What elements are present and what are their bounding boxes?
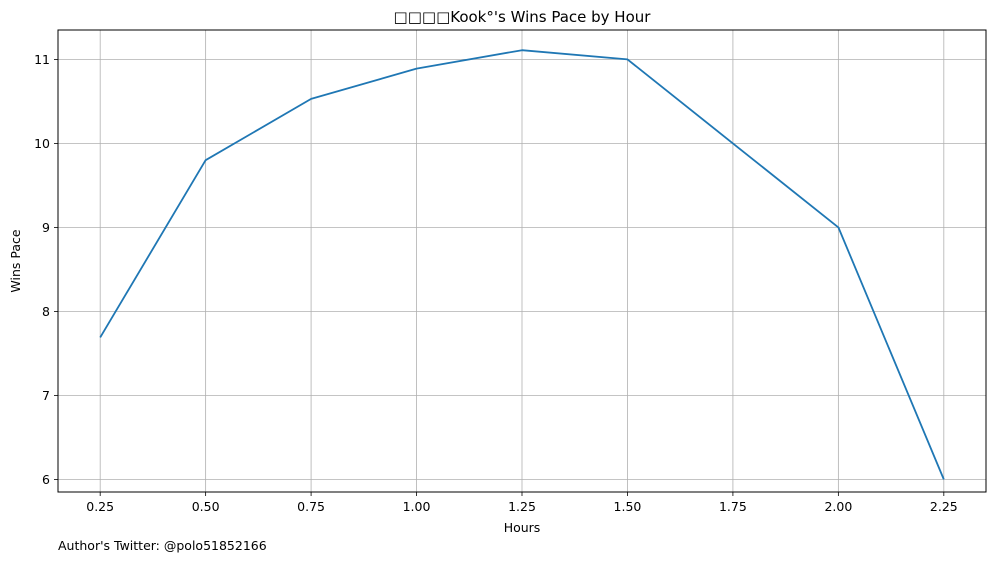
y-tick-label: 11 <box>34 52 50 67</box>
y-tick-label: 9 <box>42 220 50 235</box>
y-axis-ticks: 6 7 8 9 10 11 <box>34 52 58 487</box>
y-tick-label: 8 <box>42 304 50 319</box>
x-tick-label: 1.25 <box>508 499 536 514</box>
y-tick-label: 10 <box>34 136 50 151</box>
grid-lines <box>58 30 986 492</box>
y-tick-label: 7 <box>42 388 50 403</box>
x-tick-label: 1.50 <box>614 499 642 514</box>
series-line <box>99 49 945 480</box>
x-tick-label: 0.75 <box>297 499 325 514</box>
x-axis-label: Hours <box>504 520 541 535</box>
x-axis-ticks: 0.25 0.50 0.75 1.00 1.25 1.50 1.75 2.00 2.25 <box>86 492 958 514</box>
y-axis-label: Wins Pace <box>8 229 23 292</box>
x-tick-label: 0.25 <box>86 499 114 514</box>
x-tick-label: 0.50 <box>192 499 220 514</box>
y-tick-label: 6 <box>42 472 50 487</box>
x-tick-label: 2.00 <box>824 499 852 514</box>
chart-title: □□□□Kook°'s Wins Pace by Hour <box>394 8 652 26</box>
x-tick-label: 1.00 <box>403 499 431 514</box>
x-tick-label: 1.75 <box>719 499 747 514</box>
author-credit: Author's Twitter: @polo51852166 <box>58 538 267 553</box>
x-tick-label: 2.25 <box>930 499 958 514</box>
